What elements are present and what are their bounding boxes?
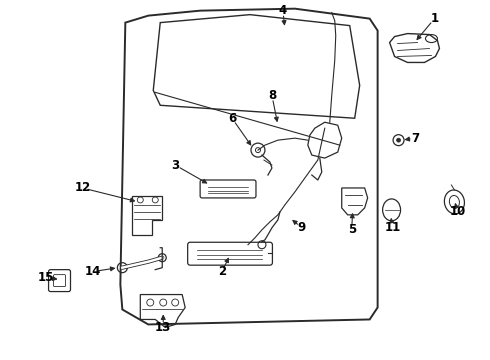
Text: 10: 10: [449, 205, 466, 219]
Text: 5: 5: [347, 223, 356, 236]
Text: 7: 7: [412, 132, 419, 145]
Text: 4: 4: [279, 4, 287, 17]
Text: 11: 11: [385, 221, 401, 234]
Text: 9: 9: [298, 221, 306, 234]
Circle shape: [396, 138, 400, 142]
Text: 14: 14: [84, 265, 100, 278]
Text: 3: 3: [171, 158, 179, 172]
Text: 8: 8: [268, 89, 276, 102]
Text: 1: 1: [430, 12, 439, 25]
Text: 15: 15: [37, 271, 54, 284]
Text: 6: 6: [228, 112, 236, 125]
Text: 2: 2: [218, 265, 226, 278]
Text: 12: 12: [74, 181, 91, 194]
Text: 13: 13: [155, 321, 172, 334]
